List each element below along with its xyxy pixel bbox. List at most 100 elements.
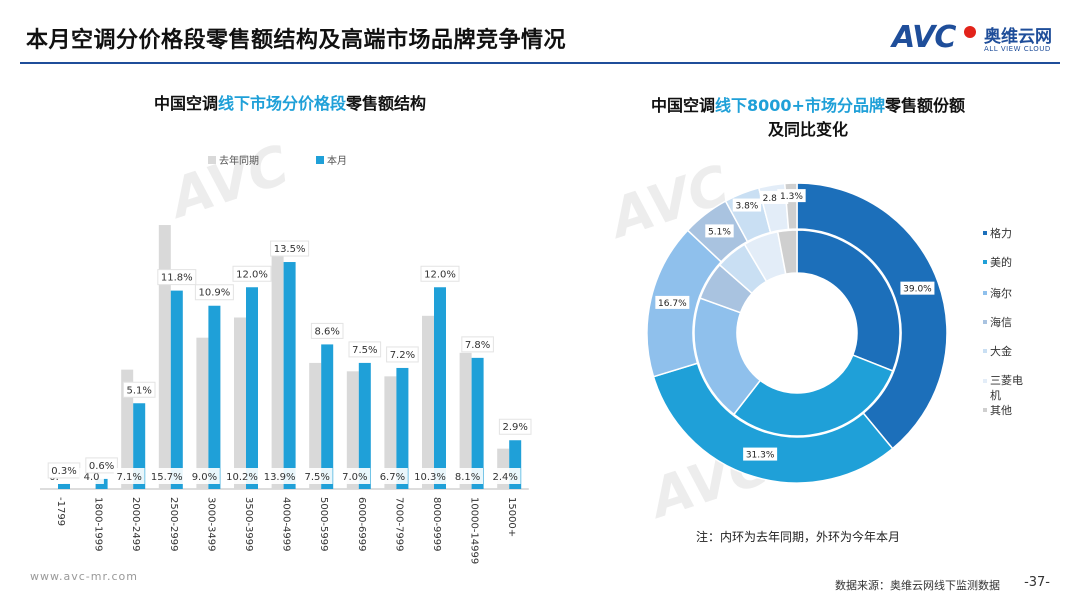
data-label-last-year: 9.0% [192, 472, 217, 483]
legend-swatch [983, 291, 987, 295]
data-label-last-year: 8.1% [455, 472, 480, 483]
slice-label-bg [732, 198, 762, 212]
bar-this-month [58, 483, 70, 489]
data-label-bg [386, 346, 419, 363]
legend-swatch [983, 349, 987, 353]
data-label-this-month: 7.8% [465, 340, 490, 351]
legend-label: 去年同期 [219, 154, 259, 167]
bar-last-year [196, 337, 209, 489]
category-label: 2500-2999 [168, 497, 179, 552]
bar-this-month [170, 290, 183, 489]
data-label-bg [261, 468, 299, 484]
data-label-last-year: 4.0 [84, 472, 100, 483]
data-label-this-month: 0.6% [89, 461, 114, 472]
category-label: -1799 [55, 497, 66, 526]
footer-source: 数据来源：奥维云网线下监测数据 [835, 579, 1000, 592]
bar-title-post: 零售额结构 [346, 94, 427, 113]
data-label-bg [452, 468, 483, 484]
data-label-this-month: 2.9% [502, 422, 527, 433]
data-label-last-year: 7.1% [116, 472, 141, 483]
category-label: 1800-1999 [93, 497, 104, 552]
data-label-bg [301, 468, 333, 484]
data-label-bg [122, 381, 156, 398]
bar-this-month [434, 287, 446, 489]
data-label-bg [310, 322, 344, 339]
bar-last-year [158, 225, 171, 489]
category-label: 7000-7999 [393, 497, 404, 552]
donut-title-pre: 中国空调 [651, 96, 716, 115]
data-label-bg [498, 418, 532, 435]
category-label: 2000-2499 [130, 497, 141, 552]
data-label-last-year: 7.5% [304, 472, 329, 483]
page-number: -37- [1024, 575, 1050, 590]
data-label-last-year: 10.2% [226, 472, 258, 483]
bar-this-month [396, 367, 409, 489]
category-label: 10000-14999 [469, 497, 480, 564]
data-label-bg [348, 341, 382, 358]
slice-label: 5.1% [708, 227, 731, 237]
data-label-this-month: 11.8% [161, 273, 193, 284]
data-label-this-month: 10.9% [199, 288, 231, 299]
data-label-last-year: 13.9% [264, 472, 296, 483]
logo-en: ALL VIEW CLOUD [984, 45, 1051, 53]
bar-last-year [384, 376, 397, 489]
legend-swatch [983, 379, 987, 383]
donut-title-post: 零售额份额 [884, 96, 965, 115]
legend-swatch [983, 260, 987, 264]
slice-label-bg [900, 281, 935, 295]
legend-label: 海信 [990, 315, 1012, 329]
slice-label: 39.0% [903, 285, 932, 295]
page-title: 本月空调分价格段零售额结构及高端市场品牌竞争情况 [26, 28, 567, 53]
data-label-this-month: 13.5% [274, 244, 306, 255]
data-label-bg [85, 457, 118, 474]
bar-this-month [246, 287, 258, 489]
legend-label: 三菱电 [990, 374, 1023, 387]
category-label: 4000-4999 [281, 497, 292, 552]
legend-label: 本月 [327, 154, 347, 167]
data-label-last-year: 15.7% [151, 472, 183, 483]
data-label-last-year: 2.4% [492, 472, 517, 483]
category-label: 5000-5999 [318, 497, 329, 552]
bar-last-year [422, 315, 434, 489]
data-label-bg [113, 468, 145, 484]
slice-label: 2.8% [763, 194, 786, 204]
category-label: 15000+ [506, 497, 517, 537]
data-label-last-year: 6.7% [380, 472, 405, 483]
bar-chart-title: 中国空调线下市场分价格段零售额结构 [80, 92, 500, 116]
data-label-bg [194, 284, 234, 301]
bar-last-year [234, 317, 246, 489]
donut-note: 注：内环为去年同期，外环为今年本月 [696, 530, 901, 544]
data-label-bg [232, 265, 272, 282]
data-label-bg [420, 265, 460, 282]
data-label-this-month: 12.0% [424, 269, 456, 280]
legend-label: 机 [990, 388, 1001, 402]
slice-label: 31.3% [746, 451, 775, 461]
legend-swatch [208, 156, 216, 164]
bar-last-year [459, 352, 472, 489]
slice-label-bg [777, 189, 806, 203]
legend-label: 其他 [990, 404, 1012, 417]
bar-title-pre: 中国空调 [153, 94, 218, 113]
bar-this-month [283, 262, 296, 489]
outer-ring-slice [796, 182, 948, 450]
data-label-last-year: 7.0% [342, 472, 367, 483]
logo-dot-icon [964, 26, 976, 38]
inner-ring-slice [776, 229, 798, 275]
donut-title-highlight: 线下8000+市场分品牌 [715, 96, 885, 115]
bar-this-month [133, 403, 146, 489]
header-divider [20, 62, 1060, 64]
data-label-this-month: 0.3% [51, 466, 76, 477]
bar-last-year [346, 371, 359, 489]
donut-title-line2: 及同比变化 [767, 120, 848, 139]
bar-legend: 去年同期 本月 [208, 154, 347, 167]
bar-last-year [121, 369, 134, 489]
bar-last-year [271, 255, 284, 489]
data-label-bg [148, 468, 186, 484]
avc-logo: AVC 奥维云网 ALL VIEW CLOUD [892, 20, 1062, 60]
data-label-this-month: 8.6% [314, 326, 339, 337]
data-label-bg [189, 468, 220, 484]
logo-mark: AVC [892, 20, 956, 55]
bar-this-month [471, 357, 484, 489]
legend-swatch [983, 408, 987, 412]
data-label-bg [223, 468, 261, 484]
